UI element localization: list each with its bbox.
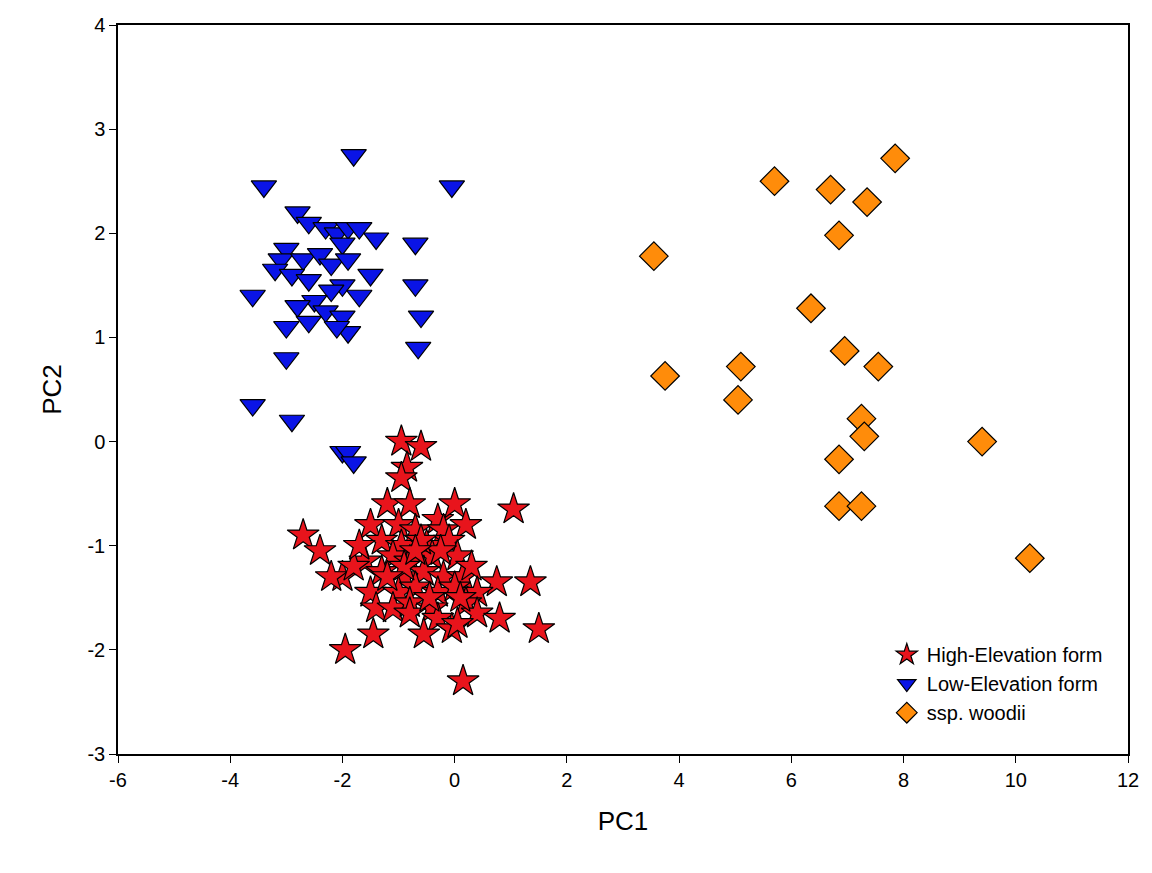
svg-text:-2: -2 xyxy=(334,769,352,791)
svg-text:0: 0 xyxy=(94,431,105,453)
svg-text:0: 0 xyxy=(449,769,460,791)
svg-text:-6: -6 xyxy=(109,769,127,791)
svg-text:ssp. woodii: ssp. woodii xyxy=(927,702,1026,724)
svg-text:4: 4 xyxy=(674,769,685,791)
svg-text:-3: -3 xyxy=(87,743,105,765)
svg-text:4: 4 xyxy=(94,14,105,36)
svg-text:High-Elevation form: High-Elevation form xyxy=(927,644,1103,666)
svg-text:Low-Elevation form: Low-Elevation form xyxy=(927,673,1098,695)
svg-text:PC1: PC1 xyxy=(598,806,649,836)
svg-text:12: 12 xyxy=(1117,769,1139,791)
svg-text:-1: -1 xyxy=(87,535,105,557)
svg-text:10: 10 xyxy=(1005,769,1027,791)
svg-text:8: 8 xyxy=(898,769,909,791)
svg-text:-4: -4 xyxy=(221,769,239,791)
svg-text:-2: -2 xyxy=(87,639,105,661)
svg-text:PC2: PC2 xyxy=(37,364,67,415)
svg-text:6: 6 xyxy=(786,769,797,791)
svg-text:3: 3 xyxy=(94,118,105,140)
svg-text:2: 2 xyxy=(561,769,572,791)
svg-text:2: 2 xyxy=(94,222,105,244)
svg-text:1: 1 xyxy=(94,326,105,348)
